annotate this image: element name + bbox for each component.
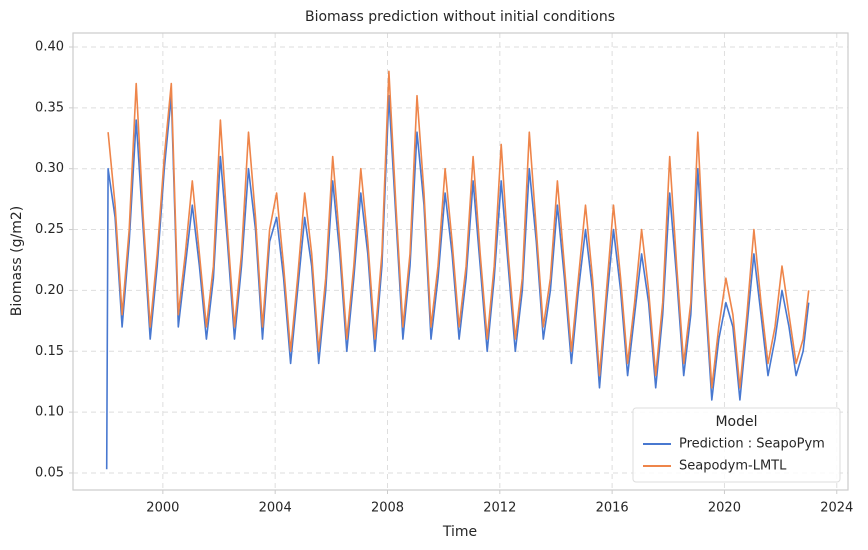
y-tick-label: 0.40 <box>35 39 64 54</box>
x-tick-label: 2008 <box>371 501 404 516</box>
y-tick-label: 0.35 <box>35 100 64 115</box>
x-tick-label: 2012 <box>483 501 516 516</box>
y-tick-label: 0.15 <box>35 344 64 359</box>
y-tick-label: 0.05 <box>35 465 64 480</box>
x-tick-label: 2020 <box>708 501 741 516</box>
x-tick-label: 2004 <box>259 501 292 516</box>
legend-label: Seapodym-LMTL <box>679 459 787 474</box>
y-tick-label: 0.20 <box>35 283 64 298</box>
plot-frame <box>72 32 849 491</box>
x-tick-label: 2000 <box>146 501 179 516</box>
x-axis-label: Time <box>442 524 477 540</box>
x-tick-label: 2016 <box>596 501 629 516</box>
legend-box <box>632 407 841 483</box>
y-tick-label: 0.30 <box>35 161 64 176</box>
y-axis-label: Biomass (g/m2) <box>9 206 25 316</box>
chart-title: Biomass prediction without initial condi… <box>305 9 615 25</box>
legend-label: Prediction : SeapoPym <box>679 437 825 452</box>
y-tick-label: 0.10 <box>35 405 64 420</box>
legend-title: Model <box>715 414 757 430</box>
x-tick-label: 2024 <box>820 501 853 516</box>
series-line <box>107 70 810 389</box>
y-tick-label: 0.25 <box>35 222 64 237</box>
